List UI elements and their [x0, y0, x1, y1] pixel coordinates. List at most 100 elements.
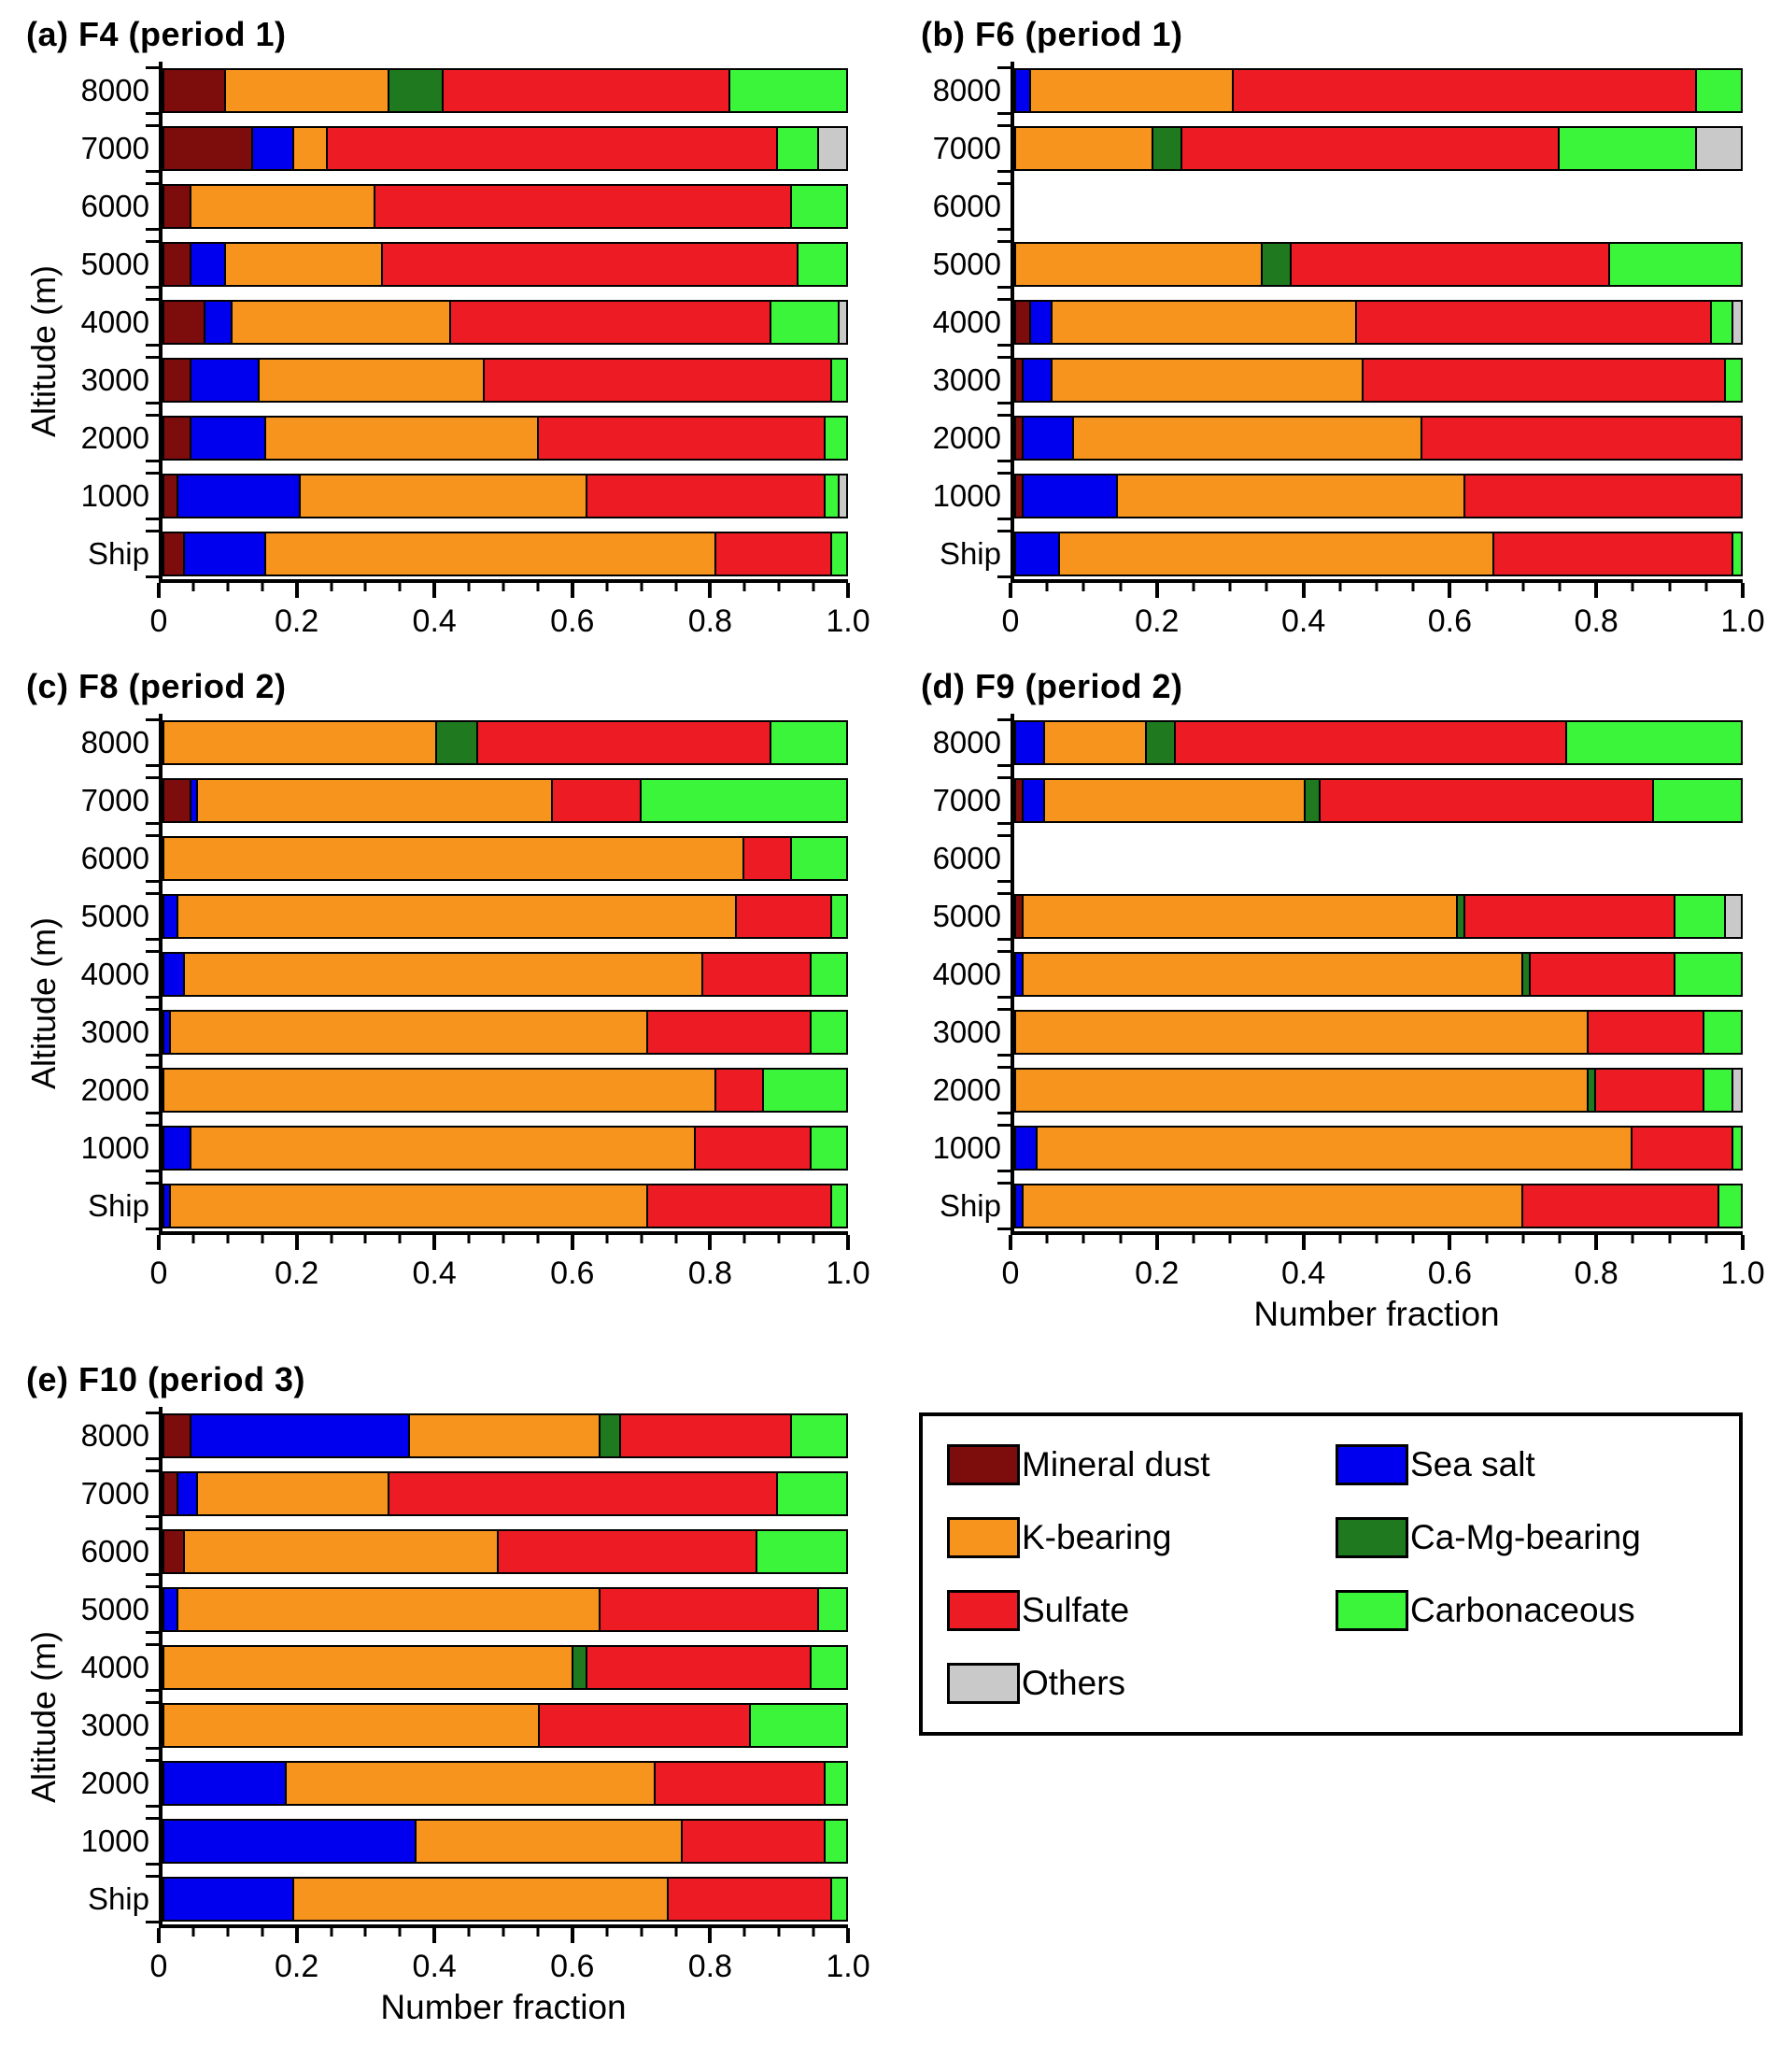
bar-segment-mineral_dust	[164, 302, 205, 343]
x-tick-mark	[294, 583, 299, 598]
bar-row	[146, 1754, 848, 1812]
stacked-bar	[1014, 1126, 1743, 1171]
x-tick-mark	[1668, 1235, 1672, 1243]
x-tick-mark	[1448, 1235, 1452, 1250]
bar-segment-sea_salt	[164, 1185, 172, 1227]
x-tick-mark	[330, 583, 332, 591]
y-tick-label: Ship	[939, 536, 1001, 571]
legend-item-mineral_dust: Mineral dust	[947, 1444, 1326, 1485]
bar-segment-k_bearing	[1016, 128, 1154, 169]
y-tick-mark	[146, 822, 159, 825]
stacked-bar	[163, 836, 848, 881]
y-tick-mark	[146, 1805, 159, 1808]
y-tick-mark	[997, 228, 1011, 231]
y-tick-mark	[997, 1054, 1011, 1057]
bar-row	[997, 887, 1743, 945]
bar-segment-carbonaceous	[777, 1473, 846, 1514]
x-tick-mark	[1045, 1235, 1049, 1243]
bar-segment-sulfate	[716, 1070, 765, 1111]
y-tick-mark	[146, 1527, 159, 1530]
bar-segment-others	[1697, 128, 1741, 169]
x-tick-mark	[432, 583, 437, 598]
y-tick-label: 3000	[932, 362, 1001, 397]
y-tick-mark	[146, 996, 159, 999]
bar-segment-sulfate	[1291, 244, 1611, 285]
bar-segment-sulfate	[1175, 722, 1567, 763]
bar-segment-sulfate	[382, 244, 799, 285]
x-tick-mark	[363, 583, 367, 591]
y-tick-mark	[997, 182, 1011, 185]
y-tick-mark	[146, 1863, 159, 1866]
bar-segment-mineral_dust	[1016, 475, 1024, 517]
x-axis-title: Number fraction	[380, 1988, 627, 2026]
stacked-bar	[1014, 126, 1743, 171]
y-axis-title: Altitude (m)	[24, 1630, 63, 1804]
bar-row	[146, 1581, 848, 1639]
legend-label: Ca-Mg-bearing	[1410, 1518, 1641, 1556]
bar-segment-k_bearing	[1016, 1070, 1590, 1111]
x-tick-mark	[1594, 1235, 1599, 1250]
bar-segment-k_bearing	[1016, 244, 1263, 285]
y-tick-label: 7000	[932, 131, 1001, 165]
x-tick-label: 0.8	[1574, 603, 1619, 639]
bar-row	[146, 1119, 848, 1177]
bar-segment-k_bearing	[1045, 780, 1307, 821]
panel-c: (c) F8 (period 2) Altitude (m) 8000 7000 6…	[24, 665, 870, 1334]
bar-segment-sulfate	[1632, 1128, 1734, 1169]
y-tick-label: 1000	[80, 1130, 149, 1165]
y-tick-mark	[146, 472, 159, 475]
x-tick-label: 0.4	[412, 1256, 457, 1291]
stacked-bar	[163, 184, 848, 229]
x-tick-mark	[1375, 1235, 1378, 1243]
y-tick-mark	[997, 1170, 1011, 1172]
bar-segment-carbonaceous	[750, 1705, 846, 1746]
bar-segment-k_bearing	[184, 954, 703, 995]
bar-segment-k_bearing	[177, 1589, 601, 1630]
bar-segment-k_bearing	[164, 722, 437, 763]
stacked-bar	[163, 778, 848, 823]
y-tick-label: 2000	[80, 1072, 149, 1107]
y-tick-mark	[146, 1228, 159, 1230]
x-tick-mark	[294, 1928, 299, 1943]
stacked-bar	[163, 68, 848, 113]
x-tick-mark	[467, 583, 471, 591]
x-tick-mark	[1338, 1235, 1342, 1243]
bar-segment-carbonaceous	[1697, 70, 1741, 111]
x-tick-label: 0.6	[1427, 1256, 1473, 1291]
x-tick-label: 0	[149, 603, 168, 639]
x-tick-mark	[502, 1928, 505, 1937]
x-tick-label: 0.8	[687, 1256, 733, 1291]
bar-segment-k_bearing	[1023, 954, 1524, 995]
legend-label: Sulfate	[1022, 1591, 1130, 1629]
y-tick-mark	[997, 718, 1011, 721]
bar-segment-carbonaceous	[641, 780, 846, 821]
bar-segment-k_bearing	[225, 244, 383, 285]
bar-segment-k_bearing	[1038, 1128, 1633, 1169]
bar-segment-carbonaceous	[812, 954, 846, 995]
bar-segment-carbonaceous	[1733, 1128, 1741, 1169]
y-tick-mark	[997, 124, 1011, 127]
bar-row	[997, 409, 1743, 467]
x-tick-label: 1.0	[826, 603, 870, 639]
y-axis-title: Altitude (m)	[24, 264, 63, 438]
stacked-bar	[1014, 532, 1743, 576]
bar-segment-others	[818, 128, 846, 169]
stacked-bar	[1014, 778, 1743, 823]
stacked-bar	[1014, 1068, 1743, 1113]
bar-segment-k_bearing	[1052, 302, 1357, 343]
bar-segment-sea_salt	[191, 360, 261, 401]
bar-segment-sea_salt	[1016, 1185, 1024, 1227]
x-tick-mark	[708, 583, 713, 598]
bar-row	[146, 467, 848, 525]
panel-e: (e) F10 (period 3) Altitude (m) 8000 7000…	[24, 1358, 870, 2027]
x-tick-label: 0.2	[274, 1949, 319, 1984]
bar-segment-mineral_dust	[164, 1473, 178, 1514]
bar-row	[146, 235, 848, 293]
y-tick-labels: 8000 7000 6000 5000 4000 3000 2000 1000 Ship	[919, 62, 1011, 641]
bar-row	[997, 1061, 1743, 1119]
bar-segment-k_bearing	[164, 1705, 540, 1746]
stacked-bar	[163, 1761, 848, 1806]
plot-area	[146, 714, 848, 1235]
bar-segment-k_bearing	[225, 70, 389, 111]
bar-segment-sulfate	[702, 954, 813, 995]
